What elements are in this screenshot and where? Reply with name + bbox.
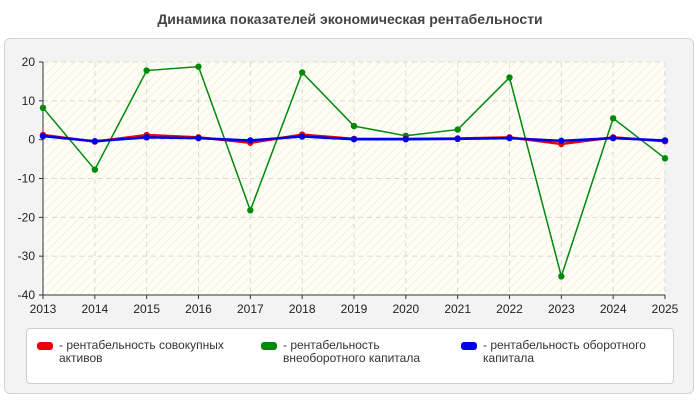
y-tick-label: -20 bbox=[18, 210, 36, 224]
y-tick-label: -30 bbox=[18, 249, 36, 263]
data-point bbox=[195, 134, 202, 142]
legend-label: - рентабельность оборотного капитала bbox=[483, 338, 646, 365]
data-point bbox=[195, 63, 202, 70]
data-point bbox=[402, 136, 410, 143]
series-2 bbox=[39, 132, 669, 145]
y-tick-label: 0 bbox=[28, 133, 35, 147]
x-tick-label: 2025 bbox=[652, 302, 679, 316]
y-tick-label: -40 bbox=[18, 288, 36, 302]
x-tick-labels: 2013 2014 2015 2016 2017 2018 2019 2020 2021 2022… bbox=[30, 302, 679, 316]
data-point bbox=[91, 166, 99, 173]
data-point bbox=[39, 132, 47, 140]
data-point bbox=[350, 136, 358, 143]
axes bbox=[39, 61, 666, 299]
x-tick-label: 2017 bbox=[237, 302, 264, 316]
legend-item-total-assets: - рентабельность совокупных активов bbox=[37, 339, 239, 365]
data-point bbox=[506, 134, 513, 142]
chart-title: Динамика показателей экономическая рента… bbox=[157, 11, 543, 27]
x-tick-label: 2020 bbox=[392, 302, 419, 316]
legend-label: - рентабельность внеоборотного капитала bbox=[283, 338, 420, 365]
data-point bbox=[661, 137, 669, 144]
x-tick-label: 2021 bbox=[444, 302, 471, 316]
x-tick-label: 2016 bbox=[185, 302, 212, 316]
data-point bbox=[661, 155, 669, 162]
x-tick-label: 2013 bbox=[30, 302, 57, 316]
x-tick-label: 2023 bbox=[548, 302, 575, 316]
y-tick-label: -10 bbox=[18, 172, 36, 186]
data-point bbox=[558, 273, 565, 280]
data-point bbox=[247, 137, 254, 144]
legend-item-fixed-capital: - рентабельность внеоборотного капитала bbox=[261, 339, 443, 365]
y-tick-label: 20 bbox=[22, 55, 36, 69]
legend-swatch-red bbox=[37, 342, 53, 350]
data-point bbox=[143, 67, 150, 74]
data-point bbox=[350, 122, 358, 130]
x-tick-label: 2022 bbox=[496, 302, 523, 316]
legend: - рентабельность совокупных активов - ре… bbox=[26, 328, 674, 384]
legend-item-working-capital: - рентабельность оборотного капитала bbox=[461, 339, 663, 365]
data-point bbox=[454, 126, 461, 133]
y-tick-label: 10 bbox=[22, 94, 36, 108]
series-lines bbox=[39, 63, 669, 280]
data-point bbox=[143, 134, 150, 141]
data-point bbox=[454, 135, 461, 143]
x-tick-label: 2018 bbox=[289, 302, 316, 316]
data-point bbox=[91, 138, 99, 145]
data-point bbox=[247, 207, 254, 214]
data-point bbox=[506, 74, 513, 81]
legend-swatch-blue bbox=[461, 342, 477, 350]
data-point bbox=[609, 115, 617, 122]
data-point bbox=[39, 104, 47, 112]
series-1 bbox=[39, 63, 669, 280]
data-point bbox=[609, 134, 617, 142]
x-tick-label: 2015 bbox=[133, 302, 160, 316]
data-point bbox=[298, 69, 306, 76]
legend-swatch-green bbox=[261, 342, 277, 350]
x-tick-label: 2014 bbox=[81, 302, 108, 316]
data-point bbox=[298, 133, 306, 140]
data-point bbox=[558, 137, 565, 145]
x-tick-label: 2024 bbox=[600, 302, 627, 316]
y-tick-labels: 20 10 0 -10 -20 -30 -40 bbox=[18, 55, 36, 302]
x-tick-label: 2019 bbox=[341, 302, 368, 316]
legend-label: - рентабельность совокупных активов bbox=[59, 338, 224, 365]
